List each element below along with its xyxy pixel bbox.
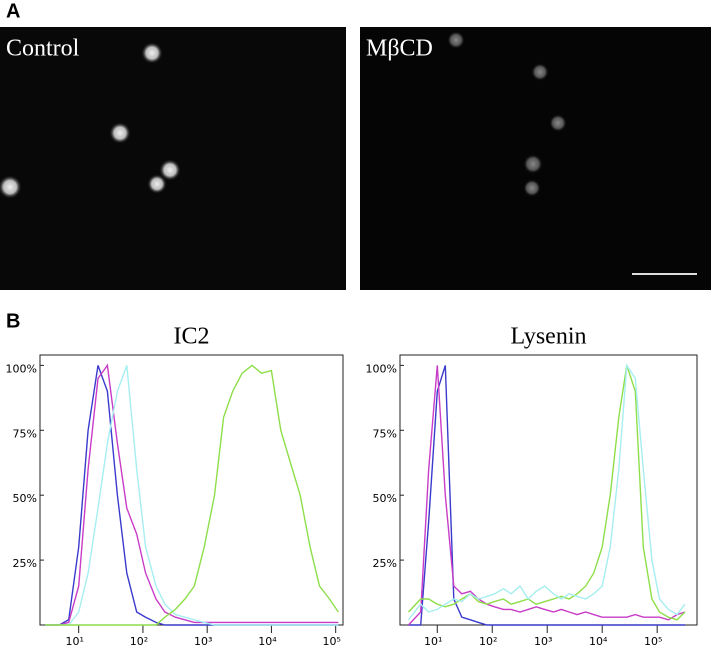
x-tick-label: 10⁵	[322, 635, 340, 648]
histogram-line	[45, 363, 339, 626]
x-tick-label: 10²	[130, 635, 148, 648]
y-tick-label: 50%	[373, 492, 397, 505]
y-tick-label: 25%	[13, 557, 37, 570]
histogram-line	[45, 364, 339, 626]
x-tick-label: 10¹	[424, 635, 442, 648]
image-label: Control	[6, 36, 80, 62]
histogram-line	[407, 365, 686, 621]
panel-label: A	[6, 0, 20, 22]
histogram-line	[407, 363, 686, 621]
y-tick-label: 100%	[366, 362, 397, 375]
y-tick-label: 25%	[373, 557, 397, 570]
micrograph	[0, 27, 346, 290]
x-tick-label: 10²	[479, 635, 497, 648]
histogram-line	[408, 365, 685, 626]
histogram-line	[45, 365, 339, 626]
image-label: MβCD	[366, 36, 433, 62]
chart-title: IC2	[174, 324, 210, 350]
panel-label: B	[6, 310, 20, 332]
histogram-line	[407, 365, 686, 626]
x-tick-label: 10³	[194, 635, 212, 648]
x-tick-label: 10⁴	[589, 635, 608, 648]
y-tick-label: 75%	[373, 427, 397, 440]
y-tick-label: 100%	[6, 362, 37, 375]
y-tick-label: 50%	[13, 492, 37, 505]
x-tick-label: 10⁵	[644, 635, 662, 648]
histogram-line	[45, 365, 339, 626]
x-tick-label: 10³	[534, 635, 552, 648]
x-tick-label: 10⁴	[258, 635, 277, 648]
x-tick-label: 10¹	[65, 635, 83, 648]
y-tick-label: 75%	[13, 427, 37, 440]
chart-title: Lysenin	[511, 324, 587, 350]
cells	[0, 31, 567, 199]
